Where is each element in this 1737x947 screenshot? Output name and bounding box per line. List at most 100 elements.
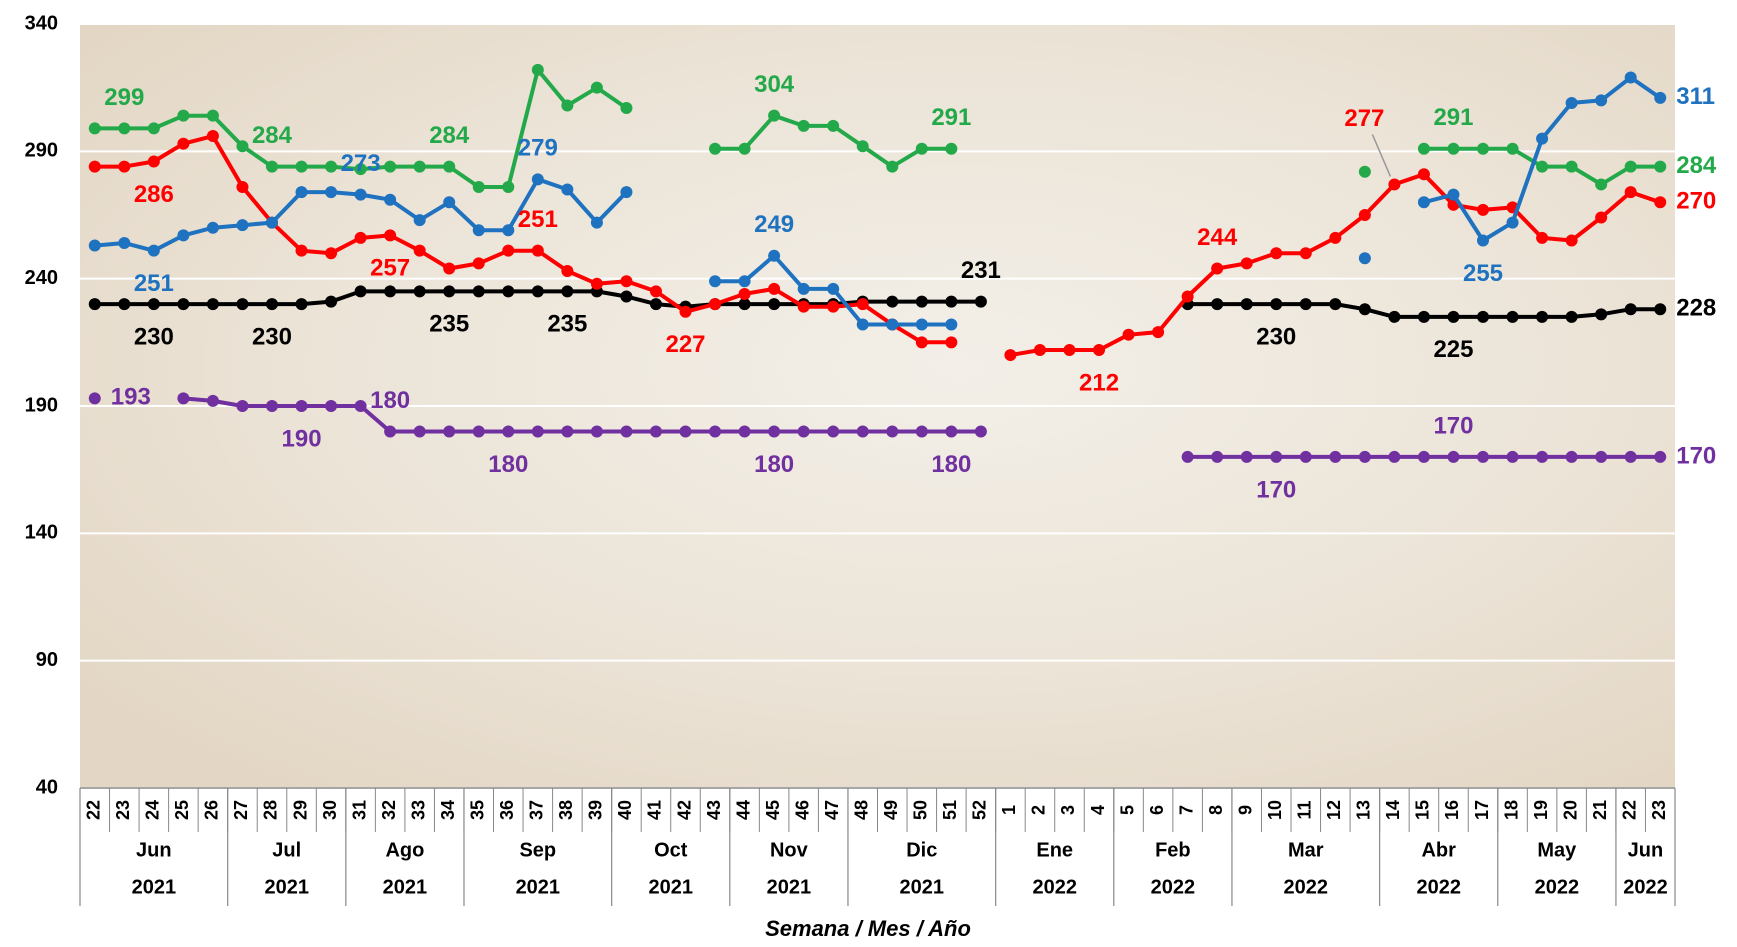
point xyxy=(177,109,190,122)
data-label: 279 xyxy=(518,135,558,162)
point xyxy=(1211,262,1224,275)
point xyxy=(590,216,603,229)
point xyxy=(1595,308,1608,321)
point xyxy=(1565,96,1578,109)
point xyxy=(1654,196,1667,209)
point xyxy=(620,102,633,115)
point xyxy=(1654,450,1667,463)
data-label: 235 xyxy=(547,311,587,338)
point xyxy=(472,257,485,270)
data-label: 304 xyxy=(754,71,795,98)
x-tick-label: 23 xyxy=(113,800,133,820)
point xyxy=(1329,231,1342,244)
point xyxy=(679,425,692,438)
year-label: 2021 xyxy=(900,876,945,898)
x-tick-label: 43 xyxy=(704,800,724,820)
point xyxy=(1447,310,1460,323)
point xyxy=(1447,450,1460,463)
year-label: 2021 xyxy=(132,876,177,898)
point xyxy=(384,160,397,173)
point xyxy=(738,425,751,438)
x-tick-label: 7 xyxy=(1176,805,1196,815)
point xyxy=(1417,142,1430,155)
leader-line xyxy=(1371,134,1392,177)
point xyxy=(1654,160,1667,173)
x-tick-label: 30 xyxy=(320,800,340,820)
x-tick-label: 1 xyxy=(999,805,1019,815)
x-tick-label: 2 xyxy=(1029,805,1049,815)
point xyxy=(1447,142,1460,155)
point xyxy=(1388,310,1401,323)
data-label: 273 xyxy=(341,150,381,177)
point xyxy=(561,285,574,298)
x-tick-label: 46 xyxy=(792,800,812,820)
year-label: 2021 xyxy=(516,876,561,898)
point xyxy=(295,160,308,173)
point xyxy=(1506,216,1519,229)
x-tick-label: 32 xyxy=(379,800,399,820)
point xyxy=(88,122,101,135)
y-tick-label: 40 xyxy=(36,776,58,798)
point xyxy=(236,140,249,153)
point xyxy=(590,81,603,94)
point xyxy=(1565,310,1578,323)
point xyxy=(1388,178,1401,191)
point xyxy=(206,130,219,143)
point xyxy=(413,285,426,298)
point xyxy=(1417,196,1430,209)
point xyxy=(1624,71,1637,84)
point xyxy=(1329,450,1342,463)
point xyxy=(147,155,160,168)
x-tick-label: 52 xyxy=(970,800,990,820)
point xyxy=(413,425,426,438)
point xyxy=(1417,310,1430,323)
point xyxy=(472,180,485,193)
point xyxy=(502,425,515,438)
data-label: 251 xyxy=(134,270,174,297)
data-label: 286 xyxy=(134,181,174,208)
x-tick-label: 48 xyxy=(851,800,871,820)
point xyxy=(1477,142,1490,155)
point xyxy=(177,298,190,311)
x-tick-label: 50 xyxy=(911,800,931,820)
data-label: 193 xyxy=(111,384,151,411)
point xyxy=(443,262,456,275)
point xyxy=(384,193,397,206)
x-tick-label: 14 xyxy=(1383,800,1403,820)
point xyxy=(856,298,869,311)
point xyxy=(561,99,574,112)
point xyxy=(1477,234,1490,247)
point xyxy=(88,298,101,311)
data-label: 257 xyxy=(370,255,410,282)
point xyxy=(531,285,544,298)
data-label: 228 xyxy=(1676,295,1716,322)
point xyxy=(443,160,456,173)
point xyxy=(945,336,958,349)
point xyxy=(88,239,101,252)
point xyxy=(1240,298,1253,311)
point xyxy=(649,298,662,311)
point xyxy=(265,160,278,173)
point xyxy=(797,282,810,295)
x-tick-label: 21 xyxy=(1590,800,1610,820)
data-label: 311 xyxy=(1676,83,1715,110)
point xyxy=(620,425,633,438)
point xyxy=(797,119,810,132)
data-label: 170 xyxy=(1256,476,1296,503)
x-tick-label: 9 xyxy=(1235,805,1255,815)
point xyxy=(1181,290,1194,303)
x-tick-label: 20 xyxy=(1560,800,1580,820)
data-label: 230 xyxy=(252,323,292,350)
data-label: 170 xyxy=(1433,412,1473,439)
year-label: 2021 xyxy=(265,876,310,898)
x-tick-label: 41 xyxy=(645,800,665,820)
point xyxy=(1152,326,1165,339)
point xyxy=(1565,450,1578,463)
point xyxy=(1536,160,1549,173)
point xyxy=(620,275,633,288)
x-tick-label: 42 xyxy=(674,800,694,820)
x-tick-label: 36 xyxy=(497,800,517,820)
data-label: 284 xyxy=(1676,152,1717,179)
month-label: Jun xyxy=(136,839,172,861)
